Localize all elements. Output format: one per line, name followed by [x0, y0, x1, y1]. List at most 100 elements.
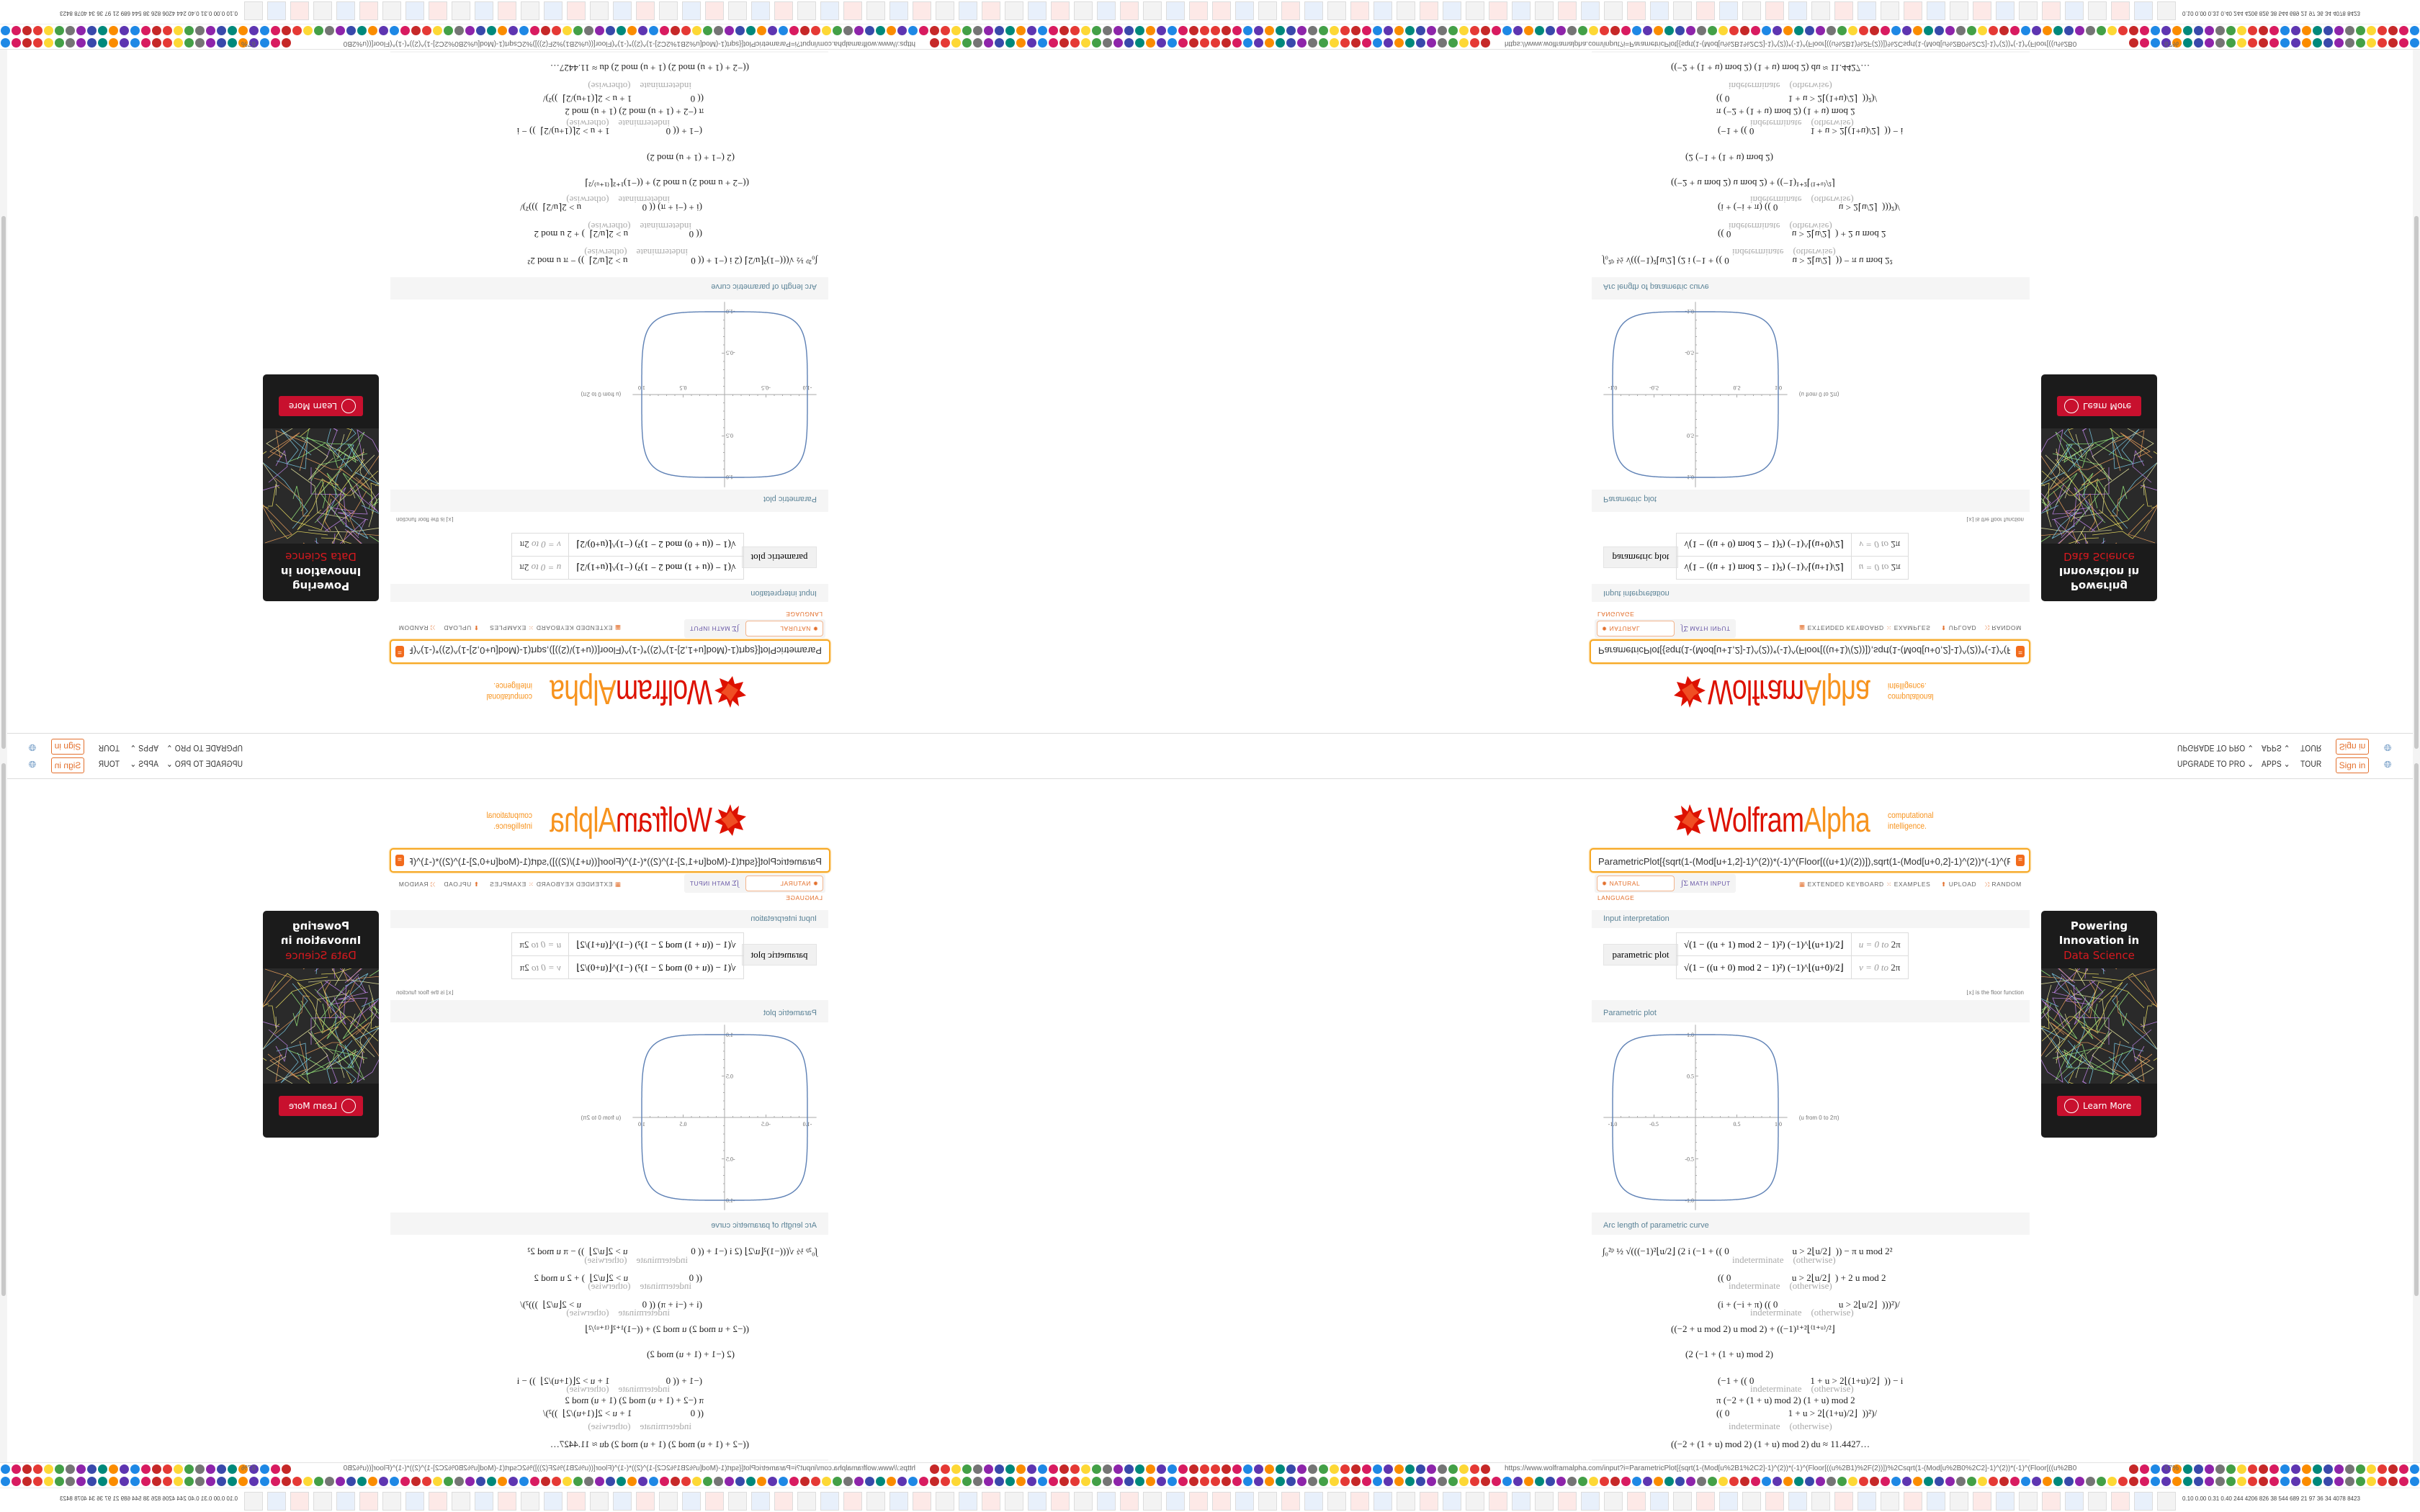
zoom-level[interactable]: 67%: [241, 1464, 256, 1472]
bookmark-icon[interactable]: [1103, 25, 1112, 35]
bookmark-icon[interactable]: [519, 1477, 529, 1487]
bookmark-icon[interactable]: [1059, 25, 1069, 35]
bookmark-icon[interactable]: [1232, 1477, 1242, 1487]
bookmark-icon[interactable]: [1135, 25, 1144, 35]
bookmark-icon[interactable]: [1373, 37, 1382, 48]
bookmark-icon[interactable]: [66, 25, 75, 35]
bookmark-icon[interactable]: [1178, 37, 1188, 48]
taskbar-app-icon[interactable]: [1927, 1, 1945, 20]
bookmark-icon[interactable]: [1827, 1477, 1836, 1487]
wolfram-alpha-logo[interactable]: WolframAlpha: [550, 672, 712, 711]
bookmark-icon[interactable]: [1621, 1477, 1631, 1487]
bookmark-icon[interactable]: [1967, 25, 1976, 35]
taskbar-app-icon[interactable]: [1581, 1492, 1600, 1511]
bookmark-icon[interactable]: [2280, 1477, 2290, 1487]
bookmark-icon[interactable]: [22, 25, 32, 35]
bookmark-icon[interactable]: [2161, 25, 2171, 35]
bookmark-icon[interactable]: [2194, 25, 2203, 35]
bookmark-icon[interactable]: [487, 1477, 496, 1487]
bookmark-icon[interactable]: [2205, 1477, 2214, 1487]
bookmark-icon[interactable]: [1016, 1477, 1026, 1487]
bookmark-icon[interactable]: [1664, 25, 1674, 35]
bookmark-icon[interactable]: [1718, 1477, 1728, 1487]
taskbar-app-icon[interactable]: [1466, 1, 1484, 20]
bookmark-icon[interactable]: [120, 25, 129, 35]
bookmark-icon[interactable]: [1881, 1477, 1890, 1487]
bookmark-icon[interactable]: [1038, 25, 1047, 35]
bookmark-icon[interactable]: [951, 37, 961, 48]
taskbar-app-icon[interactable]: [1535, 1, 1554, 20]
scrollbar-thumb[interactable]: [2414, 763, 2419, 1296]
bookmark-icon[interactable]: [2086, 25, 2095, 35]
bookmark-icon[interactable]: [800, 1477, 810, 1487]
taskbar-app-icon[interactable]: [1258, 1, 1277, 20]
bookmark-icon[interactable]: [1751, 1477, 1760, 1487]
taskbar-app-icon[interactable]: [1074, 1492, 1093, 1511]
bookmark-icon[interactable]: [2118, 25, 2128, 35]
taskbar-app-icon[interactable]: [843, 1492, 862, 1511]
bookmark-icon[interactable]: [1340, 1464, 1350, 1475]
bookmark-icon[interactable]: [1643, 1477, 1652, 1487]
bookmark-icon[interactable]: [1027, 1477, 1036, 1487]
bookmark-icon[interactable]: [1124, 1477, 1134, 1487]
bookmark-icon[interactable]: [2345, 25, 2354, 35]
bookmark-icon[interactable]: [1157, 37, 1166, 48]
bookmark-icon[interactable]: [2183, 37, 2192, 48]
bookmark-icon[interactable]: [768, 1477, 777, 1487]
bookmark-icon[interactable]: [1222, 1477, 1231, 1487]
bookmark-icon[interactable]: [379, 25, 388, 35]
bookmark-icon[interactable]: [2334, 1477, 2344, 1487]
equals-icon[interactable]: =: [395, 855, 404, 866]
upload-button[interactable]: ⬆UPLOAD: [1941, 881, 1976, 888]
bookmark-icon[interactable]: [2183, 25, 2192, 35]
bookmark-icon[interactable]: [995, 25, 1004, 35]
bookmark-icon[interactable]: [530, 25, 539, 35]
upload-button[interactable]: ⬆UPLOAD: [444, 624, 479, 631]
bookmark-icon[interactable]: [2259, 37, 2268, 48]
taskbar-app-icon[interactable]: [1950, 1, 1968, 20]
bookmark-icon[interactable]: [1211, 1464, 1220, 1475]
bookmark-icon[interactable]: [2140, 37, 2149, 48]
taskbar-app-icon[interactable]: [636, 1, 655, 20]
bookmark-icon[interactable]: [422, 1477, 431, 1487]
bookmark-icon[interactable]: [1729, 1477, 1739, 1487]
bookmark-icon[interactable]: [184, 37, 194, 48]
url-bar[interactable]: https://www.wolframalpha.com/input?i=Par…: [1505, 1464, 2077, 1472]
bookmark-icon[interactable]: [2280, 37, 2290, 48]
bookmark-icon[interactable]: [1438, 25, 1447, 35]
url-bar[interactable]: https://www.wolframalpha.com/input?i=Par…: [343, 40, 915, 48]
bookmark-icon[interactable]: [973, 1477, 982, 1487]
bookmark-icon[interactable]: [2151, 37, 2160, 48]
bookmark-icon[interactable]: [995, 1464, 1004, 1475]
bookmark-icon[interactable]: [33, 1464, 42, 1475]
bookmark-icon[interactable]: [1729, 25, 1739, 35]
bookmark-icon[interactable]: [746, 25, 756, 35]
bookmark-icon[interactable]: [141, 1464, 151, 1475]
bookmark-icon[interactable]: [476, 25, 485, 35]
bookmark-icon[interactable]: [1319, 1464, 1328, 1475]
taskbar-app-icon[interactable]: [290, 1492, 309, 1511]
bookmark-icon[interactable]: [1, 25, 10, 35]
bookmark-icon[interactable]: [725, 1477, 734, 1487]
bookmark-icon[interactable]: [2269, 25, 2279, 35]
bookmark-icon[interactable]: [1319, 1477, 1328, 1487]
bookmark-icon[interactable]: [1459, 25, 1469, 35]
taskbar-app-icon[interactable]: [1904, 1, 1922, 20]
bookmark-icon[interactable]: [1773, 25, 1782, 35]
bookmark-icon[interactable]: [44, 37, 53, 48]
bookmark-icon[interactable]: [2345, 37, 2354, 48]
bookmark-icon[interactable]: [1340, 37, 1350, 48]
bookmark-icon[interactable]: [1059, 1464, 1069, 1475]
random-button[interactable]: ⤨RANDOM: [398, 624, 436, 631]
bookmark-icon[interactable]: [1394, 1477, 1404, 1487]
bookmark-icon[interactable]: [2129, 1477, 2138, 1487]
taskbar-app-icon[interactable]: [1857, 1, 1876, 20]
bookmark-icon[interactable]: [109, 1477, 118, 1487]
bookmark-icon[interactable]: [1265, 1464, 1274, 1475]
search-input[interactable]: [408, 642, 823, 660]
taskbar-app-icon[interactable]: [498, 1, 516, 20]
taskbar-app-icon[interactable]: [1673, 1492, 1692, 1511]
bookmark-icon[interactable]: [1070, 1477, 1080, 1487]
bookmark-icon[interactable]: [55, 37, 64, 48]
taskbar-app-icon[interactable]: [1950, 1492, 1968, 1511]
